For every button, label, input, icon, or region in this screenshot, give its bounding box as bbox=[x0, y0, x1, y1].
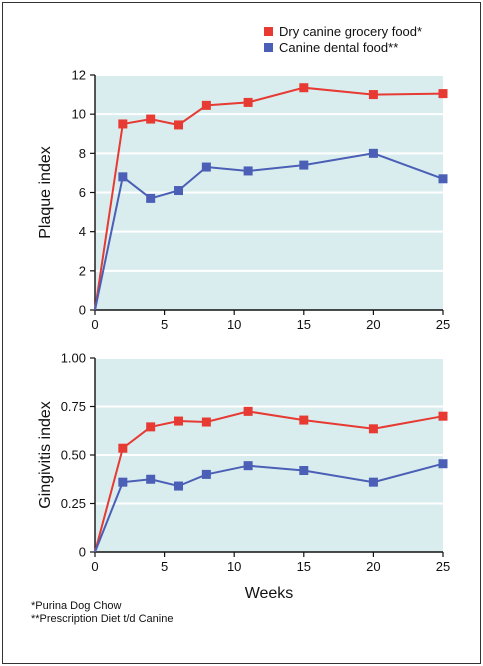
panel1-series-2-point bbox=[146, 193, 156, 203]
panel2-x-tick-label: 5 bbox=[161, 559, 168, 574]
panel1-series-2-point bbox=[118, 172, 128, 182]
panel1-series-1-point bbox=[243, 97, 253, 107]
panel1-y-tick-label: 0 bbox=[79, 303, 86, 318]
panel1-series-2-point bbox=[438, 174, 448, 184]
panel1-x-tick-label: 0 bbox=[91, 317, 98, 332]
panel2-x-tick-label: 20 bbox=[366, 559, 380, 574]
panel2-series-2-point bbox=[146, 474, 156, 484]
panel1-series-2-point bbox=[243, 166, 253, 176]
chart-canvas: Dry canine grocery food*Canine dental fo… bbox=[37, 24, 450, 602]
panel2-series-2-point bbox=[174, 481, 184, 491]
panel2-series-2-point bbox=[299, 466, 309, 476]
panel1-x-tick-label: 15 bbox=[297, 317, 311, 332]
legend-swatch-2 bbox=[264, 43, 273, 52]
panel2-y-axis-title: Gingivitis index bbox=[37, 401, 54, 509]
panel1-series-1-point bbox=[438, 89, 448, 99]
panel2-y-tick-label: 0.25 bbox=[61, 496, 86, 511]
panel1-series-1-point bbox=[118, 119, 128, 129]
panel2-series-1-point bbox=[201, 417, 211, 427]
panel2-series-1-point bbox=[243, 406, 253, 416]
panel1-x-tick-label: 20 bbox=[366, 317, 380, 332]
panel2-y-tick-label: 1.00 bbox=[61, 351, 86, 366]
panel1-y-tick-label: 4 bbox=[79, 224, 86, 239]
panel1-y-axis-title: Plaque index bbox=[37, 146, 54, 239]
footnote-2: **Prescription Diet t/d Canine bbox=[31, 613, 174, 625]
panel2-series-2-point bbox=[243, 461, 253, 471]
panel1-y-tick-label: 6 bbox=[79, 185, 86, 200]
panel2-series-2-point bbox=[438, 459, 448, 469]
panel1-series-1-point bbox=[201, 100, 211, 110]
panel1-series-1-point bbox=[368, 90, 378, 100]
panel1-y-tick-label: 8 bbox=[79, 146, 86, 161]
panel2-y-tick-label: 0.50 bbox=[61, 448, 86, 463]
panel1-series-2-point bbox=[299, 160, 309, 170]
panel1-series-2-point bbox=[174, 186, 184, 196]
legend-label-1: Dry canine grocery food* bbox=[279, 24, 422, 39]
panel2-series-2-point bbox=[201, 469, 211, 479]
panel2-series-1-point bbox=[146, 422, 156, 432]
panel1-series-1-point bbox=[146, 114, 156, 124]
panel2-x-tick-label: 0 bbox=[91, 559, 98, 574]
panel1-series-1-point bbox=[299, 83, 309, 93]
panel2-series-2-point bbox=[368, 477, 378, 487]
panel1-series-2-point bbox=[368, 148, 378, 158]
panel1-y-tick-label: 2 bbox=[79, 263, 86, 278]
panel2-y-tick-label: 0.75 bbox=[61, 399, 86, 414]
panel2-series-1-point bbox=[299, 415, 309, 425]
panel1-series-1-point bbox=[174, 120, 184, 130]
panel2-x-tick-label: 15 bbox=[297, 559, 311, 574]
panel2-series-1-point bbox=[118, 443, 128, 453]
panel2-series-1-point bbox=[438, 411, 448, 421]
panel1-y-tick-label: 12 bbox=[72, 68, 86, 83]
panel2-y-tick-label: 0 bbox=[79, 545, 86, 560]
panel2-series-2-point bbox=[118, 477, 128, 487]
legend-label-2: Canine dental food** bbox=[279, 40, 398, 55]
legend-swatch-1 bbox=[264, 27, 273, 36]
panel1-x-tick-label: 25 bbox=[436, 317, 450, 332]
panel2-series-1-point bbox=[368, 424, 378, 434]
panel1-y-tick-label: 10 bbox=[72, 107, 86, 122]
panel1-x-tick-label: 10 bbox=[227, 317, 241, 332]
panel2-x-tick-label: 10 bbox=[227, 559, 241, 574]
panel1-series-2-point bbox=[201, 162, 211, 172]
panel2-series-1-point bbox=[174, 416, 184, 426]
panel1-x-tick-label: 5 bbox=[161, 317, 168, 332]
panel2-x-tick-label: 25 bbox=[436, 559, 450, 574]
panel2-x-axis-title: Weeks bbox=[245, 585, 294, 602]
footnote-1: *Purina Dog Chow bbox=[31, 600, 122, 612]
